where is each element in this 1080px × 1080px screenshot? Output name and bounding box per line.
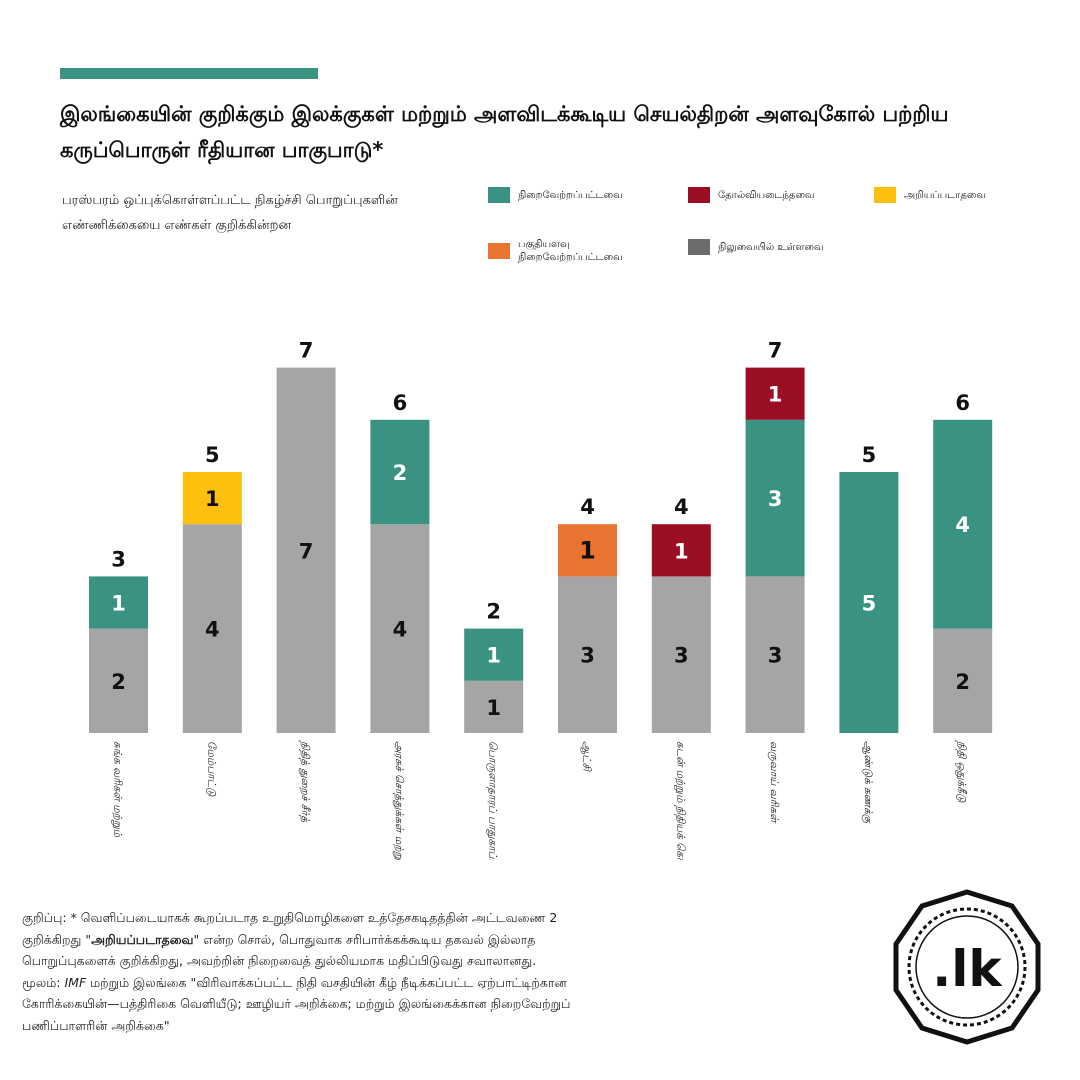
legend-label-fulfilled: நிறைவேற்றப்பட்டவை (518, 189, 623, 201)
footnote: குறிப்பு: * வெளிப்படையாகக் கூறப்படாத உறு… (22, 907, 842, 1036)
legend-item-fulfilled: நிறைவேற்றப்பட்டவை (488, 187, 623, 203)
bar-segment-fulfilled (370, 419, 430, 525)
category-label: வருவாய் வரிகள் (767, 741, 780, 824)
legend-swatch-failed (688, 187, 710, 203)
segment-value-label: 2 (393, 461, 408, 485)
bar-segment-pending (933, 628, 993, 733)
bar-total-label: 2 (486, 600, 501, 624)
segment-value-label: 1 (768, 383, 783, 407)
bar-total-label: 7 (768, 339, 783, 363)
source-prefix: மூலம்: (22, 974, 65, 990)
bar-segment-unknown (182, 472, 242, 525)
footnote-line-2: " என்ற சொல், பொதுவாக சரிபார்க்கக்கூடிய த… (193, 931, 536, 947)
bar-segment-fulfilled (839, 472, 899, 733)
bar-segment-pending (182, 524, 242, 733)
legend-label-unknown: அறியப்படாதவை (904, 189, 986, 201)
bar-total-label: 7 (299, 339, 314, 363)
segment-value-label: 2 (111, 670, 126, 694)
bar-total-label: 6 (393, 391, 408, 415)
legend-label-pending: நிலுவையில் உள்ளவை (718, 241, 824, 253)
source-line-2: கோரிக்கையின்—பத்திரிகை வெளியீடு; ஊழியர் … (22, 996, 571, 1011)
bar-segment-pending (745, 576, 805, 733)
segment-value-label: 3 (768, 644, 783, 668)
logo-text: .lk (932, 940, 1003, 998)
bar-segment-fulfilled (464, 628, 524, 681)
segment-value-label: 2 (955, 670, 970, 694)
segment-value-label: 3 (768, 487, 783, 511)
segment-value-label: 1 (111, 592, 126, 616)
footnote-prefix: குறிப்பு: (22, 910, 71, 925)
legend-swatch-unknown (874, 187, 896, 203)
bar-segment-pending (276, 367, 336, 733)
bar-segment-fulfilled (89, 576, 148, 629)
bar-segment-pending (370, 524, 430, 733)
bar-segment-failed (651, 524, 711, 577)
category-label: கடன் மற்றும் நிதியக் கொள்கை (673, 741, 686, 860)
chart-legend: நிறைவேற்றப்பட்டவை தோல்வியடைந்தவை அறியப்ப… (488, 183, 1048, 273)
category-label: சுங்க வரிகள் மற்றும் (111, 741, 124, 838)
category-label: அரசுச் சொத்துக்கள் மற்றும் நிர்வாகச் சீர… (392, 741, 405, 860)
bar-segment-failed (745, 367, 805, 420)
source-line-3: பணிப்பாளரின் அறிக்கை" (22, 1017, 170, 1033)
legend-item-pending: நிலுவையில் உள்ளவை (688, 239, 824, 255)
bar-total-label: 6 (955, 391, 970, 415)
source-line-1: மற்றும் இலங்கை "விரிவாக்கப்பட்ட நிதி வசத… (86, 974, 567, 990)
footnote-line-3: பொறுப்புகளைக் குறிக்கிறது, அவற்றின் நிறை… (22, 953, 537, 968)
footnote-term-unknown: அறியப்படாதவை (91, 931, 194, 947)
legend-label-partial: பகுதியளவு நிறைவேற்றப்பட்டவை (518, 239, 623, 263)
bar-segment-fulfilled (745, 419, 805, 577)
legend-item-partial: பகுதியளவு நிறைவேற்றப்பட்டவை (488, 238, 658, 264)
logo-inner-circle (915, 915, 1019, 1019)
segment-value-label: 1 (579, 536, 596, 564)
bar-segment-pending (651, 576, 711, 733)
stacked-bar-chart: 2 1 3 சுங்க வரிகள் மற்றும் 4 1 5 மேம்பாட்டு 7 7 நி… (89, 339, 993, 860)
segment-value-label: 1 (486, 696, 501, 720)
category-label: நிதித் துறைச் சீர்த் (298, 740, 311, 823)
bar-total-label: 4 (674, 495, 689, 519)
chart-title: இலங்கையின் குறிக்கும் இலக்குகள் மற்றும் … (60, 102, 949, 162)
bar-segment-pending (558, 576, 617, 733)
legend-swatch-pending (688, 239, 710, 255)
segment-value-label: 3 (674, 644, 689, 668)
legend-label-failed: தோல்வியடைந்தவை (718, 189, 815, 201)
footnote-line-2-prefix: குறிக்கிறது " (22, 931, 92, 947)
bar-total-label: 4 (580, 495, 595, 519)
segment-value-label: 4 (393, 618, 408, 642)
segment-value-label: 4 (205, 618, 220, 642)
bar-total-label: 5 (862, 443, 877, 467)
segment-value-label: 3 (580, 644, 595, 668)
bar-segment-pending (464, 680, 524, 733)
category-label: பொருளாதாரப் பாதுகாப்புச் சீர்திருத்தங்கள… (486, 741, 499, 860)
legend-item-failed: தோல்வியடைந்தவை (688, 187, 814, 203)
category-label: நிதி ஒதுக்கீடு (955, 740, 968, 803)
chart-subtitle: பரஸ்பரம் ஒப்புக்கொள்ளப்பட்ட நிகழ்ச்சி பொ… (62, 193, 398, 233)
lk-logo: .lk (893, 889, 1041, 1045)
bar-total-label: 5 (205, 443, 220, 467)
legend-swatch-fulfilled (488, 187, 510, 203)
accent-bar (60, 68, 318, 79)
segment-value-label: 1 (205, 487, 220, 511)
segment-value-label: 7 (299, 539, 314, 563)
segment-value-label: 1 (486, 644, 501, 668)
footnote-line-1: * வெளிப்படையாகக் கூறப்படாத உறுதிமொழிகளை … (70, 910, 558, 925)
segment-value-label: 5 (862, 592, 877, 616)
logo-pattern-ring (907, 907, 1027, 1027)
category-label: மேம்பாட்டு (205, 741, 217, 797)
bar-total-label: 3 (111, 547, 126, 571)
bar-segment-partial (558, 524, 617, 577)
category-label: ஆட்சி (580, 741, 593, 773)
segment-value-label: 1 (674, 539, 689, 563)
legend-item-unknown: அறியப்படாதவை (874, 187, 986, 203)
segment-value-label: 4 (955, 513, 970, 537)
bar-segment-pending (89, 628, 148, 733)
legend-swatch-partial (488, 243, 510, 259)
bar-segment-fulfilled (933, 419, 993, 629)
category-label: ஆண்டுக் கணக்கு (861, 741, 874, 824)
source-org: IMF (64, 974, 87, 990)
